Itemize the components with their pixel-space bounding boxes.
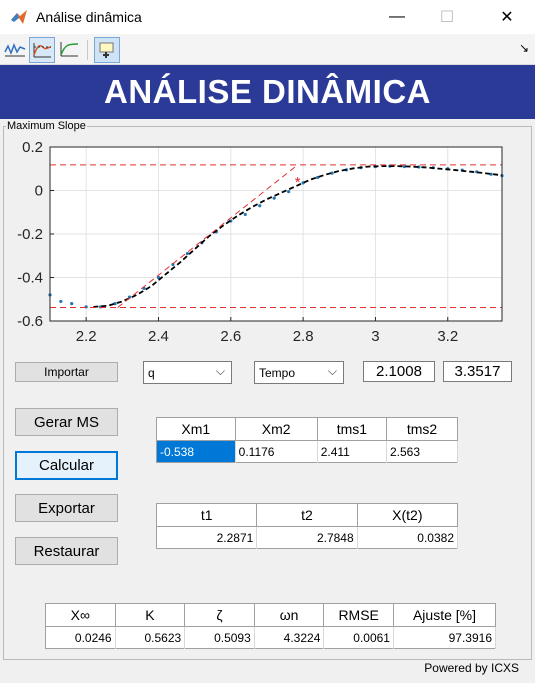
y-tick-label: 0 <box>35 183 43 200</box>
table-cell-xm1[interactable]: -0.538 <box>156 440 236 463</box>
close-button[interactable]: ✕ <box>500 9 514 26</box>
column-header[interactable]: ζ <box>184 603 255 627</box>
chevron-down-icon: ⌵ <box>215 364 225 378</box>
chevron-down-icon: ⌵ <box>327 364 337 378</box>
table-row: 0.0246 0.5623 0.5093 4.3224 0.0061 97.39… <box>45 626 497 649</box>
column-header[interactable]: Ajuste [%] <box>392 603 497 627</box>
y-tick-label: 0.2 <box>22 139 43 156</box>
x-tick-label: 2.2 <box>76 328 97 345</box>
table-cell-tms2[interactable]: 2.563 <box>386 440 458 463</box>
toolbar-overflow-icon[interactable]: ↘ <box>519 41 530 55</box>
column-header[interactable]: tms2 <box>386 417 458 441</box>
plot-signal-icon[interactable] <box>3 37 27 61</box>
header-title: ANÁLISE DINÂMICA <box>104 73 431 110</box>
maximum-slope-panel <box>3 126 532 660</box>
column-header[interactable]: X∞ <box>45 603 116 627</box>
maximum-slope-chart[interactable]: * 2.2 2.4 2.6 2.8 3 3.2 0.2 0 -0.2 -0.4 -0.6 <box>0 135 535 345</box>
table-row: 2.2871 2.7848 0.0382 <box>156 526 459 549</box>
table-cell-zeta[interactable]: 0.5093 <box>184 626 255 649</box>
window-title: Análise dinâmica <box>36 9 142 25</box>
data-point <box>185 251 190 256</box>
rise-curve-icon[interactable] <box>57 37 81 61</box>
x-tick-label: 3.2 <box>437 328 458 345</box>
data-point <box>402 164 406 169</box>
y-tick-label: -0.4 <box>17 270 43 287</box>
table-cell-ajuste[interactable]: 97.3916 <box>393 626 497 649</box>
table-cell-rmse[interactable]: 0.0061 <box>323 626 394 649</box>
data-point <box>272 196 276 200</box>
table-cell-xinf[interactable]: 0.0246 <box>45 626 116 649</box>
data-point <box>113 302 117 306</box>
table-cell-xt2[interactable]: 0.0382 <box>357 526 459 549</box>
table-header-row: t1 t2 X(t2) <box>155 503 459 527</box>
reference-dashed-line <box>117 164 298 308</box>
x-tick-label: 2.6 <box>220 328 241 345</box>
data-point <box>70 302 74 306</box>
data-point <box>243 212 247 217</box>
signal-select-value: q <box>148 366 155 380</box>
column-header[interactable]: t2 <box>256 503 358 527</box>
data-point <box>489 172 493 176</box>
table-header-row: Xm1 Xm2 tms1 tms2 <box>156 417 458 441</box>
column-header[interactable]: RMSE <box>323 603 394 627</box>
data-point <box>315 175 320 180</box>
time-select-value: Tempo <box>259 366 296 380</box>
column-header[interactable]: tms1 <box>316 417 388 441</box>
signal-select[interactable]: q ⌵ <box>143 361 232 384</box>
data-cursor-icon[interactable] <box>94 37 120 63</box>
data-point <box>59 299 63 304</box>
slope-points-table: Xm1 Xm2 tms1 tms2 -0.538 0.1176 2.411 2.… <box>156 417 458 463</box>
column-header[interactable]: t1 <box>155 503 258 527</box>
x-tick-label: 2.8 <box>293 328 314 345</box>
x-tick-label: 2.4 <box>148 328 169 345</box>
time-points-table: t1 t2 X(t2) 2.2871 2.7848 0.0382 <box>155 503 459 549</box>
import-button[interactable]: Importar <box>15 362 118 382</box>
title-bar: Análise dinâmica — ☐ ✕ <box>0 0 535 34</box>
table-row: -0.538 0.1176 2.411 2.563 <box>156 440 458 463</box>
data-point <box>258 204 262 208</box>
results-table: X∞ K ζ ωn RMSE Ajuste [%] 0.0246 0.5623 … <box>45 603 497 649</box>
gerar-ms-button[interactable]: Gerar MS <box>15 408 118 436</box>
table-cell-wn[interactable]: 4.3224 <box>254 626 325 649</box>
table-cell-k[interactable]: 0.5623 <box>115 626 186 649</box>
fitted-curve-line <box>93 165 503 308</box>
powered-by-label: Powered by ICXS <box>424 661 519 675</box>
y-tick-label: -0.6 <box>17 313 43 330</box>
calcular-button[interactable]: Calcular <box>15 451 118 480</box>
column-header[interactable]: X(t2) <box>356 503 459 527</box>
table-cell-xm2[interactable]: 0.1176 <box>235 440 318 463</box>
toolbar-divider <box>87 40 88 60</box>
column-header[interactable]: K <box>114 603 186 627</box>
table-header-row: X∞ K ζ ωn RMSE Ajuste [%] <box>45 603 497 627</box>
t-end-field[interactable]: 3.3517 <box>443 361 512 382</box>
table-cell-t2[interactable]: 2.7848 <box>256 526 358 549</box>
column-header[interactable]: ωn <box>253 603 325 627</box>
time-select[interactable]: Tempo ⌵ <box>254 361 344 384</box>
inflection-marker: * <box>295 174 301 191</box>
restaurar-button[interactable]: Restaurar <box>15 537 118 565</box>
matlab-app-icon <box>11 10 27 24</box>
t-start-field[interactable]: 2.1008 <box>363 361 435 382</box>
data-point <box>287 189 291 194</box>
table-cell-t1[interactable]: 2.2871 <box>156 526 258 549</box>
header-banner: ANÁLISE DINÂMICA <box>0 65 535 119</box>
x-tick-label: 3 <box>371 328 379 345</box>
toolbar: ↘ <box>0 34 535 65</box>
panel-title: Maximum Slope <box>6 120 87 132</box>
column-header[interactable]: Xm1 <box>156 417 236 441</box>
step-response-icon[interactable] <box>29 37 55 63</box>
column-header[interactable]: Xm2 <box>234 417 318 441</box>
data-point <box>156 275 161 280</box>
maximize-button[interactable]: ☐ <box>439 9 455 26</box>
exportar-button[interactable]: Exportar <box>15 494 118 522</box>
y-tick-label: -0.2 <box>17 226 43 243</box>
table-cell-tms1[interactable]: 2.411 <box>317 440 388 463</box>
minimize-button[interactable]: — <box>389 8 405 25</box>
